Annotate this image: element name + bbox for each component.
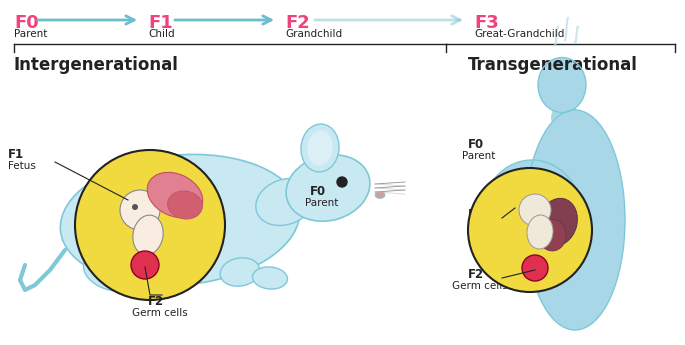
Text: Germ cells: Germ cells [452, 281, 508, 291]
Text: Grandchild: Grandchild [285, 29, 342, 39]
Ellipse shape [253, 267, 288, 289]
Ellipse shape [538, 198, 577, 246]
Text: F2: F2 [285, 14, 310, 32]
Ellipse shape [168, 191, 202, 219]
Text: F2: F2 [468, 268, 484, 281]
Text: F1: F1 [468, 208, 484, 221]
Ellipse shape [147, 172, 203, 218]
Circle shape [519, 194, 551, 226]
Ellipse shape [60, 155, 299, 286]
Text: Parent: Parent [305, 198, 338, 208]
Circle shape [132, 204, 138, 210]
Text: Great-Grandchild: Great-Grandchild [474, 29, 564, 39]
Ellipse shape [525, 110, 625, 330]
Circle shape [131, 251, 159, 279]
Ellipse shape [482, 160, 582, 270]
Text: F3: F3 [474, 14, 499, 32]
Ellipse shape [133, 215, 163, 255]
Ellipse shape [527, 215, 553, 249]
Text: Germ cells: Germ cells [132, 308, 188, 318]
Ellipse shape [256, 178, 314, 226]
Ellipse shape [375, 191, 385, 198]
Circle shape [75, 150, 225, 300]
Ellipse shape [308, 130, 332, 166]
Circle shape [522, 255, 548, 281]
Text: F0: F0 [468, 138, 484, 151]
Text: Fetus: Fetus [468, 221, 496, 231]
Text: Transgenerational: Transgenerational [468, 56, 638, 74]
Circle shape [120, 190, 160, 230]
Text: F0: F0 [310, 185, 326, 198]
Ellipse shape [286, 155, 370, 221]
Text: F1: F1 [148, 14, 173, 32]
Text: Parent: Parent [14, 29, 47, 39]
Text: Parent: Parent [462, 151, 495, 161]
Text: F2: F2 [148, 295, 164, 308]
Circle shape [468, 168, 592, 292]
Ellipse shape [84, 253, 136, 291]
Text: F1: F1 [8, 148, 24, 161]
Ellipse shape [551, 103, 579, 133]
Text: Fetus: Fetus [8, 161, 36, 171]
Ellipse shape [138, 266, 182, 294]
Circle shape [337, 177, 347, 187]
Text: Intergenerational: Intergenerational [14, 56, 179, 74]
Ellipse shape [538, 219, 566, 251]
Text: Child: Child [148, 29, 175, 39]
Ellipse shape [301, 124, 339, 172]
Text: F0: F0 [14, 14, 39, 32]
Ellipse shape [220, 258, 260, 286]
Ellipse shape [538, 58, 586, 112]
